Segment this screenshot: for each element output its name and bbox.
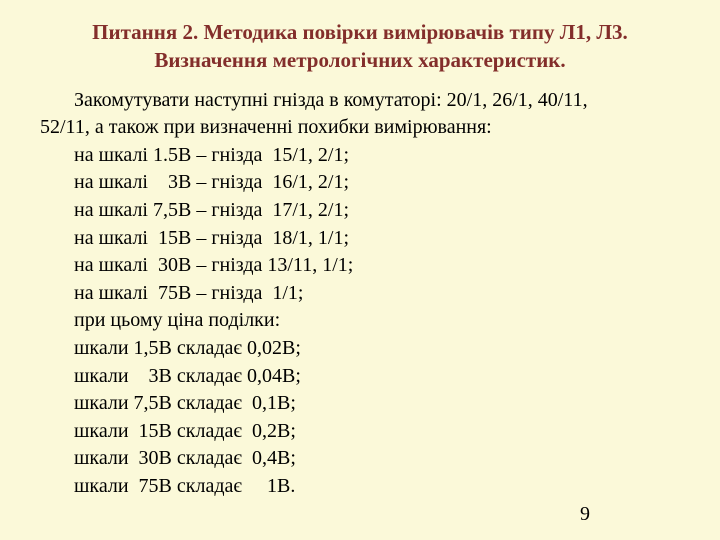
scale-line-4: на шкалі 15В – гнізда 18/1, 1/1; bbox=[40, 225, 680, 253]
division-line-6: шкали 75В складає 1В. bbox=[40, 473, 680, 501]
page-number: 9 bbox=[580, 503, 590, 526]
slide-title: Питання 2. Методика повірки вимірювачів … bbox=[40, 18, 680, 75]
scale-line-3: на шкалі 7,5В – гнізда 17/1, 2/1; bbox=[40, 197, 680, 225]
scale-line-2: на шкалі 3В – гнізда 16/1, 2/1; bbox=[40, 169, 680, 197]
title-line-2: Визначення метрологічних характеристик. bbox=[154, 48, 565, 72]
scale-line-5: на шкалі 30В – гнізда 13/11, 1/1; bbox=[40, 252, 680, 280]
scale-line-6: на шкалі 75В – гнізда 1/1; bbox=[40, 280, 680, 308]
division-line-2: шкали 3В складає 0,04В; bbox=[40, 363, 680, 391]
intro-line-2: 52/11, а також при визначенні похибки ви… bbox=[40, 114, 680, 142]
division-line-5: шкали 30В складає 0,4В; bbox=[40, 445, 680, 473]
division-line-1: шкали 1,5В складає 0,02В; bbox=[40, 335, 680, 363]
slide-page: Питання 2. Методика повірки вимірювачів … bbox=[0, 0, 720, 540]
division-intro: при цьому ціна поділки: bbox=[40, 307, 680, 335]
title-line-1: Питання 2. Методика повірки вимірювачів … bbox=[92, 20, 628, 44]
scale-line-1: на шкалі 1.5В – гнізда 15/1, 2/1; bbox=[40, 142, 680, 170]
body-text: Закомутувати наступні гнізда в комутатор… bbox=[40, 87, 680, 501]
division-line-3: шкали 7,5В складає 0,1В; bbox=[40, 390, 680, 418]
division-line-4: шкали 15В складає 0,2В; bbox=[40, 418, 680, 446]
intro-line-1: Закомутувати наступні гнізда в комутатор… bbox=[40, 87, 680, 115]
